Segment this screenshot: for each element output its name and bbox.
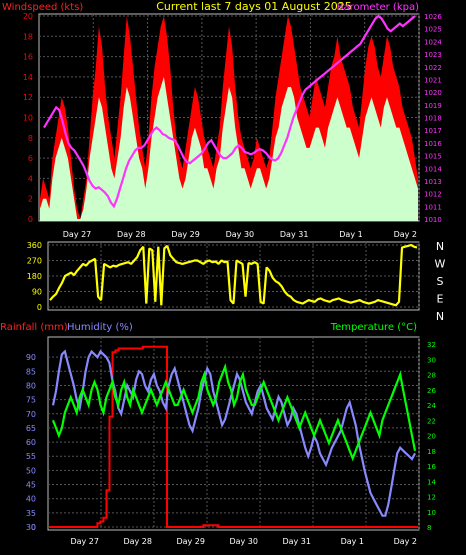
- barometer-tick-label: 1024: [424, 38, 442, 46]
- barometer-tick-label: 1018: [424, 115, 442, 123]
- windspeed-tick-label: 6: [28, 154, 33, 163]
- day-tick-label: Day 30: [229, 537, 258, 546]
- windspeed-tick-label: 14: [23, 73, 33, 82]
- day-tick-label: Day 28: [123, 537, 152, 546]
- barometer-tick-label: 1012: [424, 191, 442, 199]
- day-tick-label: Day 1: [341, 537, 364, 546]
- humidity-tick-label: 35: [26, 509, 36, 518]
- direction-tick-label: 360: [27, 241, 42, 250]
- humidity-tick-label: 85: [26, 367, 36, 376]
- temperature-tick-label: 14: [427, 478, 436, 486]
- barometer-axis-label: Barometer (kpa): [337, 2, 419, 13]
- day-tick-label: Day 2: [394, 537, 417, 546]
- humidity-tick-label: 40: [26, 495, 36, 504]
- day-tick-label: Day 1: [339, 230, 362, 239]
- day-tick-label: Day 29: [171, 230, 200, 239]
- temperature-tick-label: 10: [427, 509, 436, 517]
- day-tick-label: Day 31: [282, 537, 311, 546]
- temperature-axis-label: Temperature (°C): [330, 322, 417, 333]
- humidity-tick-label: 65: [26, 424, 36, 433]
- barometer-tick-label: 1015: [424, 153, 442, 161]
- barometer-tick-label: 1020: [424, 89, 442, 97]
- windspeed-tick-label: 8: [28, 134, 33, 143]
- rainfall-axis-label: Rainfall (mm): [0, 322, 68, 333]
- barometer-tick-label: 1021: [424, 76, 442, 84]
- windspeed-tick-label: 2: [28, 195, 33, 204]
- direction-tick-label: 180: [27, 272, 42, 281]
- temperature-tick-label: 8: [427, 524, 431, 532]
- temperature-tick-label: 26: [427, 387, 436, 395]
- barometer-tick-label: 1011: [424, 203, 442, 211]
- day-tick-label: Day 27: [70, 537, 99, 546]
- windspeed-tick-label: 16: [23, 53, 33, 62]
- compass-label: W: [435, 258, 446, 271]
- humidity-tick-label: 75: [26, 396, 36, 405]
- humidity-axis-label: Humidity (%): [67, 322, 133, 333]
- temperature-tick-label: 22: [427, 417, 436, 425]
- windspeed-tick-label: 20: [23, 12, 33, 21]
- temperature-tick-label: 30: [427, 356, 436, 364]
- barometer-tick-label: 1016: [424, 140, 442, 148]
- day-tick-label: Day 28: [117, 230, 146, 239]
- humidity-tick-label: 60: [26, 438, 36, 447]
- humidity-tick-label: 70: [26, 410, 36, 419]
- windspeed-tick-label: 4: [28, 174, 33, 183]
- barometer-line: [43, 14, 416, 209]
- windspeed-tick-label: 12: [23, 93, 33, 102]
- rainfall-line: [49, 345, 418, 528]
- barometer-tick-label: 1022: [424, 64, 442, 72]
- rain-humidity-temp-panel: 0303540455055606570758085908101214161820…: [26, 336, 436, 546]
- compass-label: S: [437, 275, 444, 288]
- humidity-tick-label: 0: [31, 523, 36, 532]
- chart-title: Current last 7 days 01 August 2025: [156, 0, 352, 13]
- day-tick-label: Day 30: [226, 230, 255, 239]
- barometer-tick-label: 1017: [424, 127, 442, 135]
- barometer-tick-label: 1023: [424, 51, 442, 59]
- windspeed-tick-label: 0: [28, 215, 33, 224]
- windspeed-area: [40, 76, 418, 222]
- day-tick-label: Day 27: [63, 230, 92, 239]
- wind-barometer-panel: 0246810121416182010101011101210131014101…: [23, 12, 443, 239]
- direction-tick-label: 270: [27, 257, 42, 266]
- temperature-tick-label: 32: [427, 341, 436, 349]
- barometer-tick-label: 1013: [424, 178, 442, 186]
- windspeed-tick-label: 10: [23, 114, 33, 123]
- compass-label: E: [437, 293, 444, 306]
- windspeed-axis-label: Windspeed (kts): [2, 2, 83, 13]
- humidity-tick-label: 55: [26, 452, 36, 461]
- temperature-tick-label: 20: [427, 433, 436, 441]
- day-tick-label: Day 29: [176, 537, 205, 546]
- humidity-tick-label: 45: [26, 481, 36, 490]
- barometer-tick-label: 1010: [424, 216, 442, 224]
- temperature-tick-label: 28: [427, 372, 436, 380]
- humidity-tick-label: 50: [26, 466, 36, 475]
- day-tick-label: Day 31: [280, 230, 309, 239]
- barometer-tick-label: 1014: [424, 165, 442, 173]
- direction-line: [49, 243, 418, 307]
- direction-tick-label: 0: [37, 303, 42, 312]
- direction-tick-label: 90: [32, 288, 42, 297]
- temperature-tick-label: 12: [427, 494, 436, 502]
- humidity-tick-label: 90: [26, 353, 36, 362]
- barometer-tick-label: 1019: [424, 102, 442, 110]
- humidity-tick-label: 80: [26, 381, 36, 390]
- temperature-line: [51, 363, 417, 462]
- barometer-tick-label: 1026: [424, 13, 442, 21]
- barometer-tick-label: 1025: [424, 26, 442, 34]
- temperature-tick-label: 18: [427, 448, 436, 456]
- windspeed-tick-label: 18: [23, 32, 33, 41]
- compass-label: N: [436, 310, 444, 323]
- temperature-tick-label: 24: [427, 402, 436, 410]
- day-tick-label: Day 2: [394, 230, 417, 239]
- compass-label: N: [436, 240, 444, 253]
- humidity-tick-label: 30: [26, 523, 36, 532]
- temperature-tick-label: 16: [427, 463, 436, 471]
